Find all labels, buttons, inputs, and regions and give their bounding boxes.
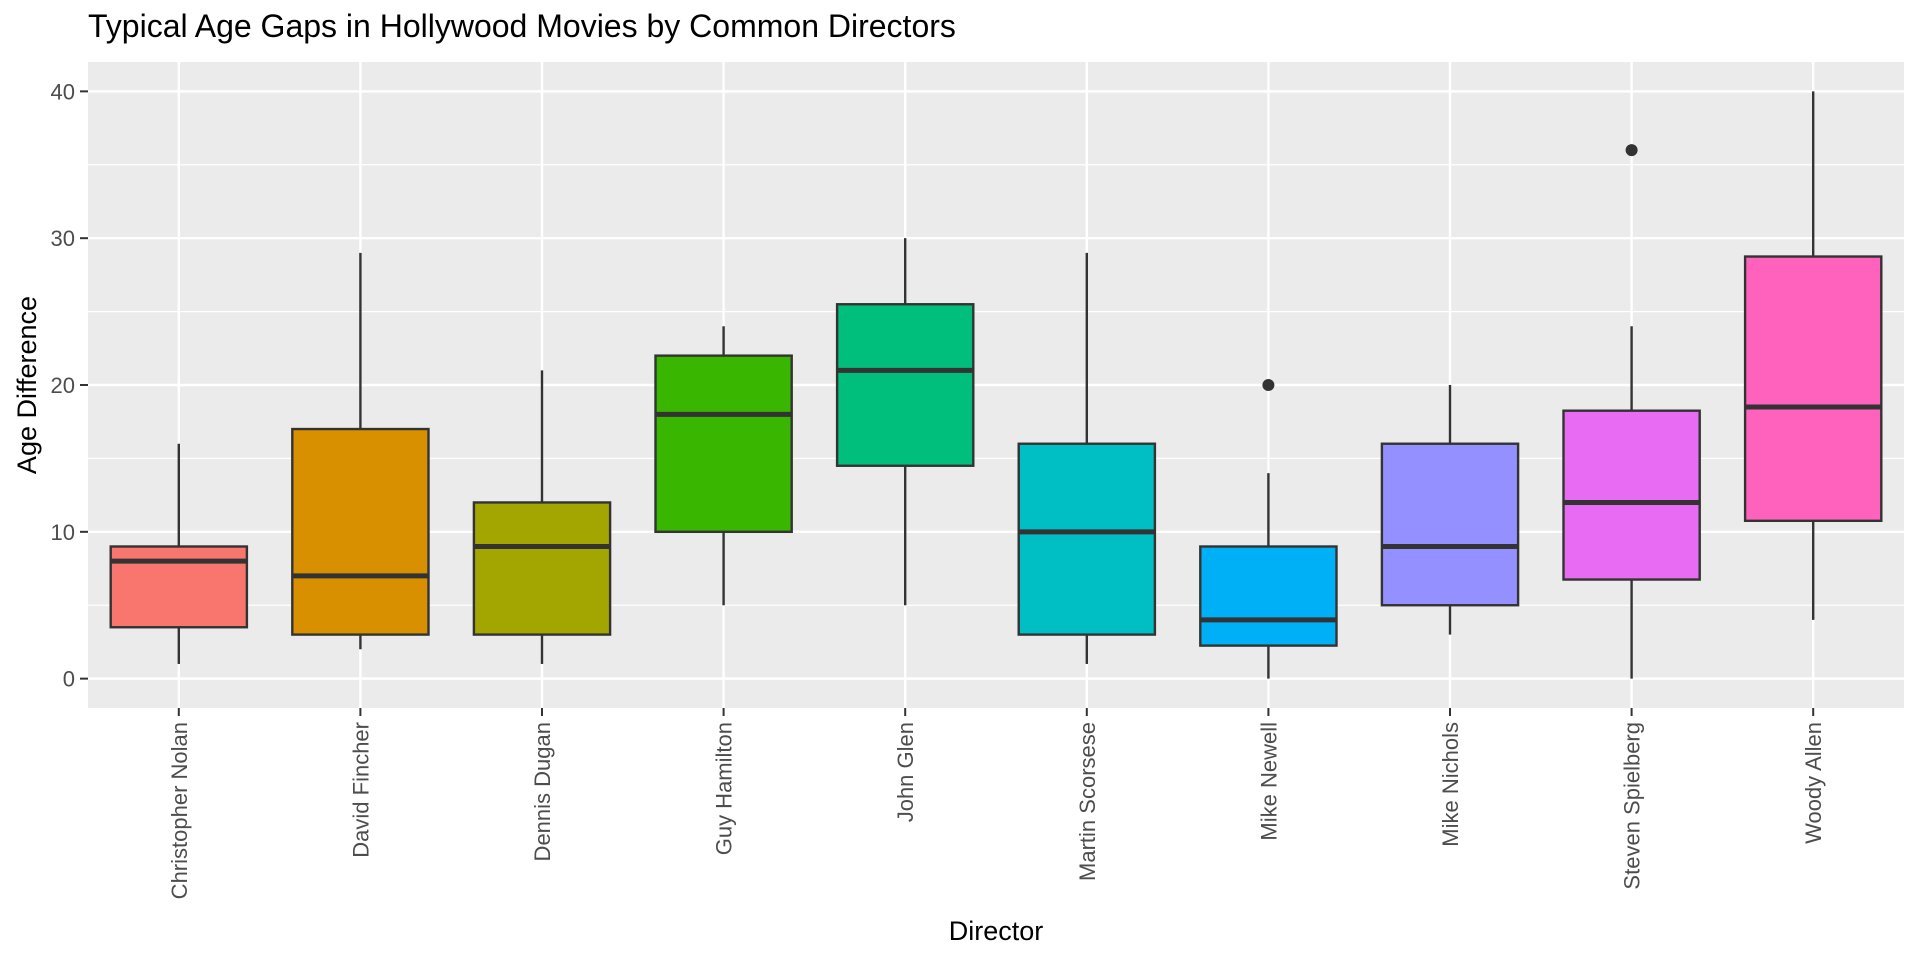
- box-steven-spielberg: [1562, 144, 1701, 679]
- box-iqr: [472, 501, 612, 636]
- y-tick-label: 20: [51, 373, 75, 398]
- box-john-glen: [835, 238, 975, 606]
- y-axis: 0 10 20 30 40: [51, 79, 88, 692]
- outlier-point: [1262, 379, 1275, 391]
- x-tick-label: Mike Newell: [1256, 722, 1281, 841]
- x-tick-label: Martin Scorsese: [1075, 722, 1100, 881]
- outlier-point: [1625, 144, 1638, 157]
- box-series: [109, 91, 1883, 679]
- y-tick-label: 10: [51, 520, 75, 545]
- x-tick-label: John Glen: [893, 722, 918, 822]
- box-iqr: [291, 427, 430, 636]
- box-iqr: [109, 545, 249, 629]
- x-tick-label: Woody Allen: [1801, 722, 1826, 844]
- y-axis-title: Age Difference: [12, 296, 42, 474]
- box-iqr: [1199, 545, 1338, 647]
- y-tick-label: 40: [51, 79, 75, 104]
- box-iqr: [1380, 442, 1520, 607]
- box-woody-allen: [1743, 91, 1883, 620]
- x-tick-label: Guy Hamilton: [712, 722, 737, 855]
- x-tick-label: David Fincher: [348, 722, 373, 858]
- y-tick-label: 0: [63, 667, 75, 692]
- box-mike-nichols: [1380, 385, 1520, 635]
- x-axis: Christopher Nolan David Fincher Dennis Dug…: [167, 708, 1826, 899]
- box-iqr: [654, 354, 793, 534]
- box-iqr: [1743, 255, 1883, 523]
- box-iqr: [835, 303, 975, 467]
- x-tick-label: Dennis Dugan: [530, 722, 555, 861]
- x-tick-label: Steven Spielberg: [1620, 722, 1645, 890]
- box-martin-scorsese: [1017, 252, 1157, 664]
- box-christopher-nolan: [109, 443, 249, 664]
- x-axis-title: Director: [949, 916, 1044, 946]
- box-dennis-dugan: [472, 370, 612, 664]
- box-iqr: [1017, 442, 1157, 636]
- y-tick-label: 30: [51, 226, 75, 251]
- box-mike-newell: [1199, 379, 1338, 679]
- x-tick-label: Mike Nichols: [1438, 722, 1463, 847]
- box-iqr: [1562, 409, 1701, 581]
- box-guy-hamilton: [654, 326, 793, 606]
- chart-title: Typical Age Gaps in Hollywood Movies by …: [88, 8, 956, 44]
- box-david-fincher: [291, 252, 430, 650]
- x-tick-label: Christopher Nolan: [167, 722, 192, 899]
